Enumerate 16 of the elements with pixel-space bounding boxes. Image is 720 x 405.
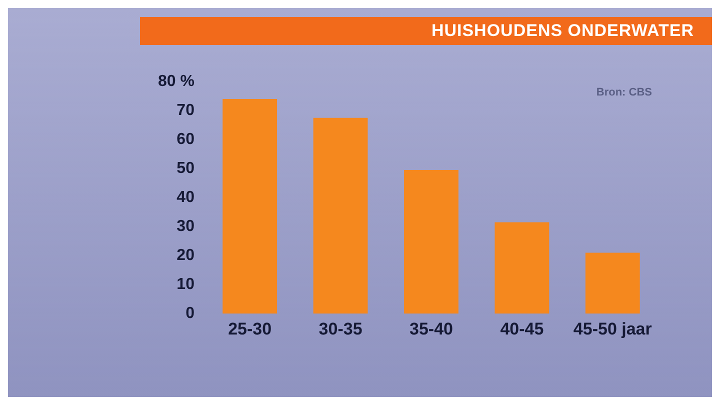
y-tick-label: 10 (176, 276, 195, 294)
annotation: Bron: CBS (596, 86, 652, 99)
y-tick-label: 80 % (158, 73, 194, 90)
y-tick-label: 0 (186, 305, 195, 322)
x-tick-label: 30-35 (318, 319, 362, 338)
chart-title: HUISHOUDENS ONDERWATER (140, 17, 712, 45)
y-tick-label: 40 (176, 189, 195, 206)
y-tick-label: 50 (176, 160, 195, 178)
x-tick-label: 25-30 (228, 319, 272, 338)
y-tick-label: 20 (176, 247, 195, 264)
y-tick-label: 60 (176, 131, 195, 148)
x-tick-label: 40-45 (500, 319, 544, 338)
y-tick-label: 30 (176, 218, 195, 236)
x-tick-label: 35-40 (409, 319, 453, 338)
y-tick-label: 70 (176, 102, 195, 120)
x-tick-label: 45-50 jaar (573, 319, 652, 338)
